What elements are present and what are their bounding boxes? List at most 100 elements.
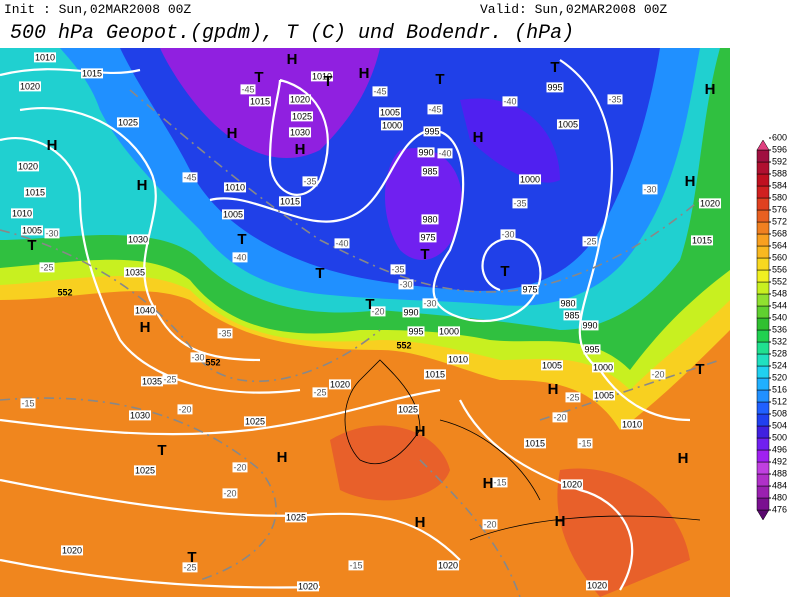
legend-swatch — [756, 497, 770, 511]
legend-label: 544 — [772, 300, 787, 310]
temperature-label-box — [552, 412, 568, 423]
pressure-label-box — [437, 326, 461, 337]
contour-label: 552 — [396, 340, 411, 350]
legend-swatch — [756, 185, 770, 199]
temperature-label: -45 — [241, 84, 254, 94]
pressure-center: H — [137, 177, 148, 194]
pressure-label: 990 — [403, 307, 418, 317]
contour-label: 552 — [205, 357, 220, 367]
pressure-label-box — [290, 111, 314, 122]
temperature-label: -15 — [349, 560, 362, 570]
pressure-label: 1025 — [245, 416, 265, 426]
legend-label: 520 — [772, 372, 787, 382]
pressure-center: H — [555, 513, 566, 530]
pressure-label-box — [288, 94, 312, 105]
temperature-label: -20 — [371, 306, 384, 316]
legend-swatch — [756, 173, 770, 187]
temperature-label: -15 — [493, 477, 506, 487]
pressure-label-box — [18, 81, 42, 92]
temperature-label-box — [312, 387, 328, 398]
legend-label: 492 — [772, 456, 787, 466]
legend-swatch — [756, 161, 770, 175]
coastline — [344, 359, 701, 541]
pressure-label: 980 — [422, 214, 437, 224]
temperature-label: -30 — [501, 229, 514, 239]
temperature-label-box — [217, 328, 233, 339]
pressure-label-box — [546, 82, 564, 93]
pressure-label-box — [60, 545, 84, 556]
pressure-label-box — [421, 166, 439, 177]
pressure-label-box — [33, 52, 57, 63]
legend-label: 556 — [772, 264, 787, 274]
legend-label: 516 — [772, 384, 787, 394]
temperature-label-box — [44, 228, 60, 239]
pressure-label-box — [20, 225, 44, 236]
legend-label: 504 — [772, 420, 787, 430]
temperature-label-box — [240, 84, 256, 95]
legend-swatch — [756, 353, 770, 367]
temperature-label: -15 — [578, 438, 591, 448]
pressure-center: H — [705, 81, 716, 98]
pressure-label: 1000 — [382, 120, 402, 130]
legend-label: 592 — [772, 156, 787, 166]
pressure-label-box — [248, 96, 272, 107]
pressure-center: T — [315, 265, 324, 282]
pressure-label-box — [620, 419, 644, 430]
pressure-label-box — [592, 390, 616, 401]
legend-label: 580 — [772, 192, 787, 202]
temperature-label: -25 — [583, 236, 596, 246]
pressure-label: 1015 — [425, 369, 445, 379]
pressure-label-box — [116, 117, 140, 128]
warm-core — [330, 425, 690, 597]
pressure-label: 995 — [408, 326, 423, 336]
pressure-label-box — [591, 362, 615, 373]
pressure-label: 1005 — [594, 390, 614, 400]
legend-swatch — [756, 461, 770, 475]
pressure-label-box — [690, 235, 714, 246]
pressure-label: 1015 — [82, 68, 102, 78]
temperature-label-box — [348, 560, 364, 571]
temperature-label-box — [512, 198, 528, 209]
legend-label: 496 — [772, 444, 787, 454]
legend-label: 528 — [772, 348, 787, 358]
pressure-label: 1010 — [225, 182, 245, 192]
pressure-label-box — [328, 379, 352, 390]
pressure-center: H — [287, 51, 298, 68]
temperature-label-box — [422, 298, 438, 309]
temperature-label-box — [398, 279, 414, 290]
pressure-label: 1010 — [312, 71, 332, 81]
pressure-label-box — [396, 404, 420, 415]
pressure-label: 1000 — [520, 174, 540, 184]
pressure-label: 1025 — [118, 117, 138, 127]
pressure-label-box — [128, 410, 152, 421]
pressure-label: 1020 — [330, 379, 350, 389]
pressure-center: H — [227, 125, 238, 142]
pressure-label-box — [423, 126, 441, 137]
legend-swatch — [756, 389, 770, 403]
map: 1010101510201025102010151010100510301035… — [0, 48, 730, 597]
pressure-label: 1020 — [62, 545, 82, 555]
temperature-label-box — [39, 262, 55, 273]
legend-swatch — [756, 233, 770, 247]
pressure-label: 1025 — [286, 512, 306, 522]
temperature-label: -30 — [191, 352, 204, 362]
pressure-label: 990 — [418, 147, 433, 157]
temperature-label: -20 — [651, 369, 664, 379]
pressure-center: T — [420, 246, 429, 263]
pressure-label: 1040 — [135, 305, 155, 315]
pressure-center: T — [500, 263, 509, 280]
pressure-label: 1035 — [142, 376, 162, 386]
temperature-label-box — [334, 238, 350, 249]
temperature-label-box — [182, 172, 198, 183]
init-time: Init : Sun,02MAR2008 00Z — [4, 2, 191, 17]
pressure-label-box — [446, 354, 470, 365]
pressure-label: 1010 — [448, 354, 468, 364]
temperature-label: -20 — [223, 488, 236, 498]
pressure-label: 1035 — [125, 267, 145, 277]
legend-swatch — [756, 341, 770, 355]
temperature-label: -20 — [483, 519, 496, 529]
legend-label: 576 — [772, 204, 787, 214]
legend-label: 584 — [772, 180, 787, 190]
temperature-label: -40 — [233, 252, 246, 262]
legend-swatch — [756, 485, 770, 499]
